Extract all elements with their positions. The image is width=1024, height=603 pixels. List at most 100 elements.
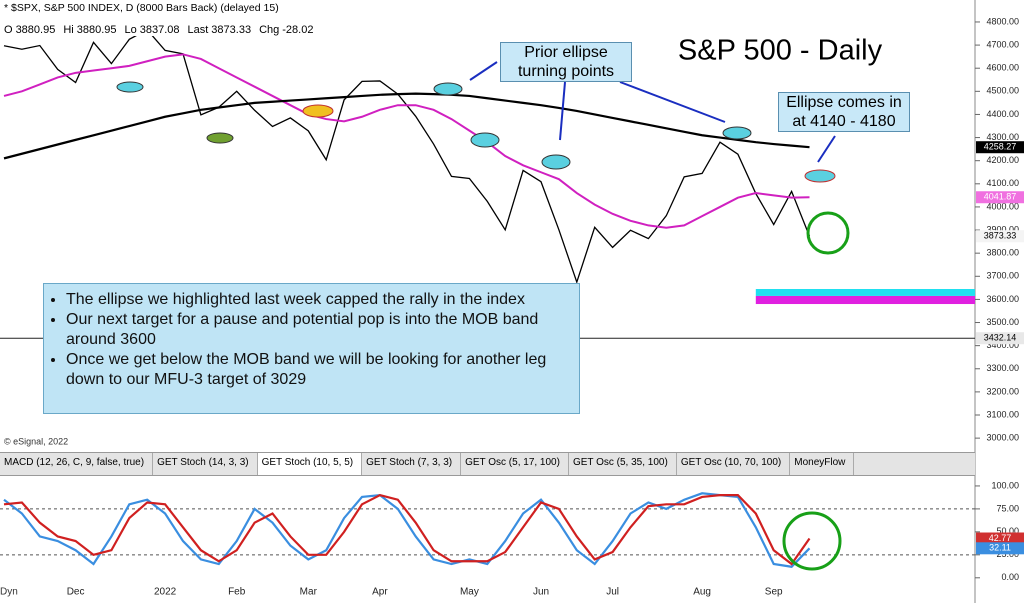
price-label-bg xyxy=(976,332,1024,345)
arrow xyxy=(817,135,836,163)
tab[interactable]: MACD (12, 26, C, 9, false, true) xyxy=(0,453,154,475)
quote-label: O xyxy=(4,24,13,36)
x-tick-label: Sep xyxy=(765,587,783,598)
y-tick-label: 4400.00 xyxy=(986,109,1019,119)
y-tick-label: 3300.00 xyxy=(986,363,1019,373)
y-tick-label: 4200.00 xyxy=(986,155,1019,165)
corner-label: Dyn xyxy=(0,587,18,598)
y-tick-label: 4100.00 xyxy=(986,178,1019,188)
x-tick-label: Mar xyxy=(300,587,318,598)
commentary-box: The ellipse we highlighted last week cap… xyxy=(43,283,580,414)
quote-value: 3873.33 xyxy=(211,24,252,36)
axis-bg xyxy=(975,0,1024,603)
ellipse xyxy=(541,154,571,170)
x-tick-label: Feb xyxy=(228,587,246,598)
chart-title: S&P 500 - Daily xyxy=(678,35,883,67)
tab[interactable]: GET Osc (5, 35, 100) xyxy=(569,453,677,475)
last-value-bg xyxy=(976,542,1024,555)
callout: Ellipse comes in at 4140 - 4180 xyxy=(778,92,910,132)
quote-value: -28.02 xyxy=(282,24,314,36)
tab[interactable]: GET Stoch (14, 3, 3) xyxy=(153,453,258,475)
tab[interactable]: GET Stoch (10, 5, 5) xyxy=(257,453,363,475)
quote-value: 3880.95 xyxy=(15,24,56,36)
copyright: © eSignal, 2022 xyxy=(4,436,68,446)
quote-label: Last xyxy=(187,24,209,36)
last-value-bg xyxy=(976,191,1024,204)
tab[interactable]: GET Osc (5, 17, 100) xyxy=(461,453,569,475)
series-line xyxy=(3,92,810,160)
ellipse xyxy=(804,169,836,183)
quote-label: Lo xyxy=(124,24,137,36)
callout-line: Prior ellipse xyxy=(524,44,608,61)
last-value-bg xyxy=(976,532,1024,545)
ellipse xyxy=(433,82,463,96)
tab[interactable]: GET Stoch (7, 3, 3) xyxy=(362,453,462,475)
symbol-line: * $SPX, S&P 500 INDEX, D (8000 Bars Back… xyxy=(0,0,283,16)
commentary-item: Our next target for a pause and potentia… xyxy=(66,310,571,350)
y-tick-label: 50.00 xyxy=(996,526,1019,536)
x-tick-label: Aug xyxy=(693,587,711,598)
x-tick-label: Apr xyxy=(372,587,388,598)
mob-band xyxy=(755,295,975,305)
ellipse xyxy=(206,132,234,144)
x-tick-label: Jun xyxy=(533,587,549,598)
tab[interactable]: MoneyFlow xyxy=(790,453,855,475)
y-tick-label: 4700.00 xyxy=(986,39,1019,49)
y-tick-label: 4800.00 xyxy=(986,16,1019,26)
arrow xyxy=(469,61,498,81)
commentary-item: The ellipse we highlighted last week cap… xyxy=(66,290,571,310)
arrow xyxy=(619,81,726,123)
y-tick-label: 3600.00 xyxy=(986,294,1019,304)
series-line xyxy=(3,492,811,568)
x-tick-label: Dec xyxy=(67,587,85,598)
y-tick-label: 3900.00 xyxy=(986,224,1019,234)
y-tick-label: 3700.00 xyxy=(986,271,1019,281)
x-tick-label: May xyxy=(460,587,479,598)
y-tick-label: 4600.00 xyxy=(986,63,1019,73)
series-line xyxy=(3,53,810,229)
price-label: 3432.14 xyxy=(984,333,1017,343)
quote-value: 3837.08 xyxy=(139,24,180,36)
quote-label: Chg xyxy=(259,24,280,36)
last-value-label: 42.77 xyxy=(989,533,1012,543)
y-tick-label: 3400.00 xyxy=(986,340,1019,350)
y-tick-label: 75.00 xyxy=(996,503,1019,513)
last-value-bg xyxy=(976,230,1024,243)
last-value-label: 3873.33 xyxy=(984,231,1017,241)
last-value-label: 32.11 xyxy=(989,543,1011,553)
last-value-bg xyxy=(976,141,1024,154)
y-tick-label: 3100.00 xyxy=(986,409,1019,419)
ellipse xyxy=(116,81,144,93)
ellipse xyxy=(470,132,500,148)
commentary-list: The ellipse we highlighted last week cap… xyxy=(52,290,571,390)
ellipse xyxy=(722,126,752,140)
quote-value: 3880.95 xyxy=(76,24,117,36)
mob-band xyxy=(755,289,975,296)
y-tick-label: 3000.00 xyxy=(986,433,1019,443)
quote: O 3880.95 Hi 3880.95 Lo 3837.08 Last 3873.33 Chg… xyxy=(4,24,322,36)
y-tick-label: 4000.00 xyxy=(986,201,1019,211)
quote-label: Hi xyxy=(63,24,74,36)
y-tick-label: 0.00 xyxy=(1001,572,1019,582)
indicator-tabs: MACD (12, 26, C, 9, false, true) GET Stoc… xyxy=(0,452,975,476)
commentary-item: Once we get below the MOB band we will b… xyxy=(66,350,571,390)
callout: Prior ellipse turning points xyxy=(500,42,632,82)
callout-line: turning points xyxy=(517,63,615,80)
tab[interactable]: GET Osc (10, 70, 100) xyxy=(677,453,791,475)
y-tick-label: 3800.00 xyxy=(986,248,1019,258)
series-line xyxy=(3,29,811,285)
series-line xyxy=(3,493,811,566)
arrows xyxy=(469,61,836,163)
y-tick-label: 4500.00 xyxy=(986,86,1019,96)
arrow xyxy=(559,81,566,141)
highlight-circle xyxy=(782,511,842,571)
last-value-label: 4041.87 xyxy=(984,192,1017,202)
highlight-circle xyxy=(806,211,850,255)
y-tick-label: 3200.00 xyxy=(986,386,1019,396)
y-tick-label: 100.00 xyxy=(991,480,1019,490)
y-tick-label: 4300.00 xyxy=(986,132,1019,142)
x-tick-label: Jul xyxy=(606,587,619,598)
y-tick-label: 3500.00 xyxy=(986,317,1019,327)
